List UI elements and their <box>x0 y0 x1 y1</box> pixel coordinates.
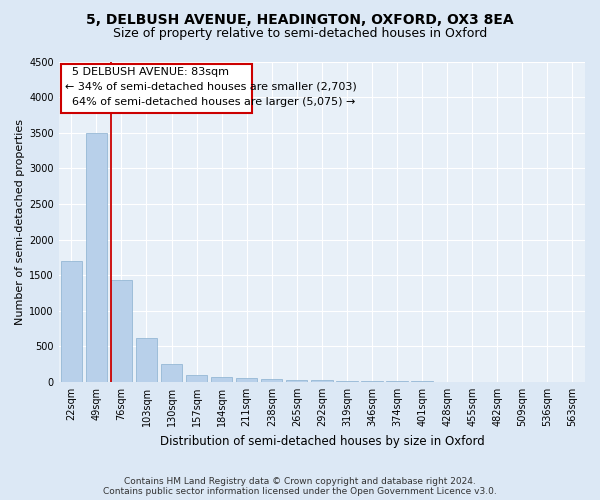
X-axis label: Distribution of semi-detached houses by size in Oxford: Distribution of semi-detached houses by … <box>160 434 484 448</box>
Bar <box>111 280 132 382</box>
Text: 5 DELBUSH AVENUE: 83sqm
← 34% of semi-detached houses are smaller (2,703)
  64% : 5 DELBUSH AVENUE: 83sqm ← 34% of semi-de… <box>65 67 356 107</box>
Bar <box>211 377 232 382</box>
Bar <box>86 132 107 382</box>
Text: 5, DELBUSH AVENUE, HEADINGTON, OXFORD, OX3 8EA: 5, DELBUSH AVENUE, HEADINGTON, OXFORD, O… <box>86 12 514 26</box>
Y-axis label: Number of semi-detached properties: Number of semi-detached properties <box>15 118 25 324</box>
Bar <box>336 380 358 382</box>
Bar <box>236 378 257 382</box>
Bar <box>161 364 182 382</box>
Bar <box>186 375 207 382</box>
Bar <box>386 381 408 382</box>
Bar <box>286 380 307 382</box>
Bar <box>311 380 332 382</box>
Bar <box>61 261 82 382</box>
Text: Contains public sector information licensed under the Open Government Licence v3: Contains public sector information licen… <box>103 487 497 496</box>
Bar <box>361 381 383 382</box>
Text: Contains HM Land Registry data © Crown copyright and database right 2024.: Contains HM Land Registry data © Crown c… <box>124 477 476 486</box>
Text: Size of property relative to semi-detached houses in Oxford: Size of property relative to semi-detach… <box>113 28 487 40</box>
FancyBboxPatch shape <box>61 64 252 113</box>
Bar <box>136 338 157 382</box>
Bar <box>261 380 283 382</box>
